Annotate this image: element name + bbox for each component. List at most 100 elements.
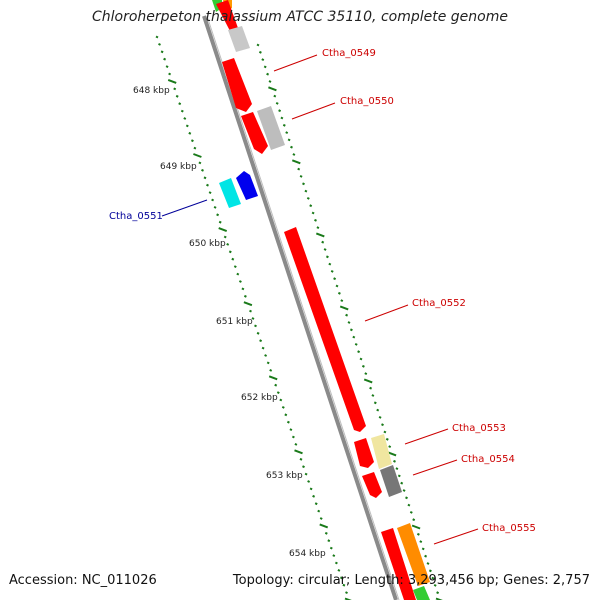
- minor-tick: [309, 204, 313, 208]
- minor-tick: [304, 472, 308, 476]
- major-tick: [294, 449, 303, 455]
- gene-label-ctha-0552[interactable]: Ctha_0552: [412, 298, 466, 309]
- gene-label-ctha-0551[interactable]: Ctha_0551: [109, 211, 163, 222]
- minor-tick: [323, 248, 327, 251]
- minor-tick: [304, 189, 308, 193]
- minor-tick: [280, 116, 284, 120]
- gene-ctha-0555-partner: [397, 523, 430, 586]
- minor-tick: [385, 437, 389, 441]
- minor-tick: [364, 372, 368, 375]
- minor-tick: [436, 591, 440, 595]
- minor-tick: [175, 94, 179, 98]
- gene-label-ctha-0553[interactable]: Ctha_0553: [452, 423, 506, 434]
- leader-ctha-0554: [412, 459, 458, 476]
- gene-ctha-0549-body: [222, 58, 252, 112]
- minor-tick: [233, 265, 237, 268]
- genome-summary: Topology: circular; Length: 3,293,456 bp…: [232, 573, 590, 588]
- minor-tick: [266, 72, 270, 76]
- major-tick: [291, 159, 301, 165]
- minor-tick: [302, 182, 305, 186]
- scale-ticks-inner: [155, 35, 352, 600]
- accession-label: Accession: NC_011026: [9, 573, 157, 588]
- minor-tick: [279, 398, 283, 402]
- major-tick: [339, 305, 349, 311]
- minor-tick: [321, 240, 325, 244]
- minor-tick: [388, 445, 392, 448]
- major-tick: [243, 301, 253, 307]
- minor-tick: [402, 489, 406, 492]
- minor-tick: [311, 211, 315, 215]
- minor-tick: [330, 270, 334, 273]
- tick-label-652: 652 kbp: [241, 393, 278, 403]
- minor-tick: [307, 480, 311, 483]
- minor-tick: [342, 583, 346, 587]
- minor-tick: [278, 109, 282, 113]
- minor-tick: [361, 364, 365, 368]
- minor-tick: [211, 198, 215, 202]
- minor-tick: [325, 255, 329, 259]
- gene-ctha-0554-partner: [380, 465, 402, 497]
- minor-tick: [419, 540, 423, 543]
- gene-grey-a: [228, 26, 250, 52]
- tick-label-654: 654 kbp: [289, 549, 326, 559]
- minor-tick: [405, 496, 408, 500]
- minor-tick: [395, 467, 399, 470]
- minor-tick: [158, 43, 161, 46]
- leader-ctha-0550: [291, 102, 336, 120]
- gene-leader-lines: [161, 54, 479, 545]
- minor-tick: [163, 57, 167, 61]
- minor-tick: [407, 503, 411, 507]
- minor-tick: [409, 511, 413, 514]
- minor-tick: [183, 117, 187, 120]
- minor-tick: [160, 50, 164, 54]
- tick-label-648: 648 kbp: [133, 86, 170, 96]
- minor-tick: [178, 102, 182, 106]
- major-tick: [218, 227, 228, 233]
- minor-tick: [254, 324, 257, 328]
- major-tick: [193, 153, 202, 158]
- minor-tick: [266, 361, 270, 365]
- minor-tick: [274, 383, 278, 387]
- minor-tick: [223, 235, 227, 239]
- minor-tick: [241, 287, 245, 291]
- minor-tick: [213, 206, 217, 209]
- minor-tick: [299, 457, 303, 461]
- minor-tick: [261, 346, 265, 350]
- tick-label-650: 650 kbp: [189, 239, 226, 249]
- minor-tick: [285, 131, 289, 134]
- minor-tick: [228, 250, 232, 254]
- minor-tick: [238, 280, 242, 283]
- minor-tick: [345, 591, 348, 594]
- minor-tick: [373, 401, 377, 405]
- minor-tick: [314, 218, 317, 222]
- minor-tick: [335, 284, 339, 288]
- minor-tick: [273, 94, 277, 98]
- major-tick: [363, 378, 373, 384]
- tick-label-649: 649 kbp: [160, 162, 197, 172]
- minor-tick: [317, 509, 321, 513]
- gene-label-ctha-0555[interactable]: Ctha_0555: [482, 523, 536, 534]
- gene-label-ctha-0549[interactable]: Ctha_0549: [322, 48, 376, 59]
- minor-tick: [256, 43, 260, 47]
- minor-tick: [188, 131, 192, 135]
- minor-tick: [428, 569, 432, 573]
- minor-tick: [334, 561, 338, 565]
- minor-tick: [276, 391, 280, 394]
- gene-label-ctha-0550[interactable]: Ctha_0550: [340, 96, 394, 107]
- gene-label-ctha-0554[interactable]: Ctha_0554: [461, 454, 515, 465]
- minor-tick: [165, 65, 169, 68]
- gene-ctha-0551-blue: [236, 171, 258, 200]
- minor-tick: [287, 138, 291, 142]
- minor-tick: [173, 87, 177, 91]
- gene-ctha-0551-cyan: [219, 178, 241, 208]
- minor-tick: [327, 539, 331, 543]
- genome-backbone: [202, 15, 398, 600]
- gene-ctha-0553-partner: [371, 434, 392, 469]
- major-tick: [411, 524, 421, 530]
- minor-tick: [206, 183, 209, 187]
- minor-tick: [347, 321, 351, 324]
- minor-tick: [256, 331, 260, 335]
- minor-tick: [218, 220, 222, 224]
- tick-label-653: 653 kbp: [266, 471, 303, 481]
- minor-tick: [226, 243, 230, 246]
